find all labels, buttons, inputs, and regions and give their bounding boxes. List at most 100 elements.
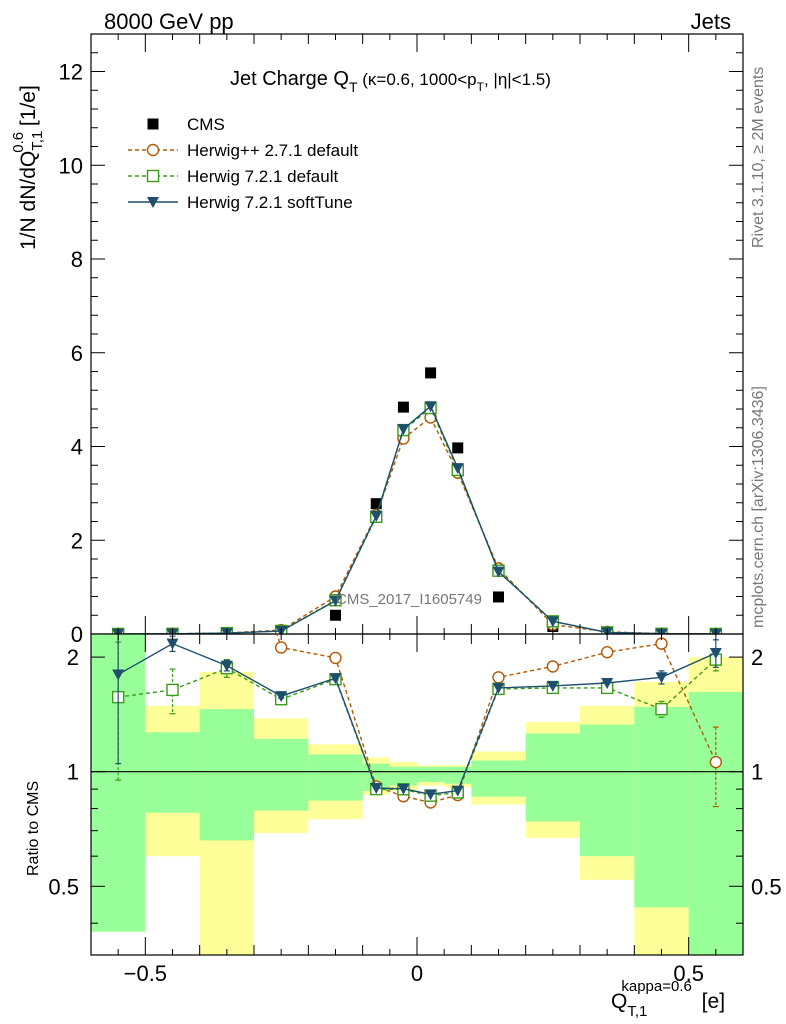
y-tick-label: 8 xyxy=(71,247,83,272)
y-tick-label: 6 xyxy=(71,341,83,366)
data-point xyxy=(425,367,437,379)
x-axis-label-b: [e] xyxy=(696,990,725,1013)
data-point xyxy=(370,498,382,510)
data-point xyxy=(329,595,342,607)
legend-entry-2: Herwig 7.2.1 default xyxy=(128,167,338,186)
ratio-series-3 xyxy=(112,634,722,801)
ratio-tick-label-right: 1 xyxy=(751,760,763,785)
mcplots-reference-label: mcplots.cern.ch [arXiv:1306.3436] xyxy=(750,386,767,628)
data-point xyxy=(452,442,464,454)
ratio-line xyxy=(117,642,717,796)
ratio-point xyxy=(166,638,179,650)
data-point xyxy=(451,463,464,475)
ratio-tick-label-left: 2 xyxy=(67,645,79,670)
data-point xyxy=(424,401,437,413)
stat-uncertainty-band xyxy=(145,732,200,813)
stat-uncertainty-band xyxy=(199,709,254,841)
ratio-plot-area: 0.5 0.5 1 1 2 2 xyxy=(48,633,782,956)
x-axis-label-sub: T,1 xyxy=(627,1003,647,1020)
ratio-series xyxy=(111,634,723,809)
ratio-point xyxy=(546,680,559,692)
ratio-point xyxy=(655,702,668,716)
legend-label: Herwig 7.2.1 default xyxy=(187,167,338,186)
ratio-point xyxy=(329,673,342,685)
title-rest-a: (κ=0.6, 1000<p xyxy=(358,70,477,89)
ratio-point xyxy=(600,646,614,659)
y-axis-label-sup: 0.6 xyxy=(10,132,27,153)
ratio-point xyxy=(655,672,668,684)
y-axis-label-sub: T,1 xyxy=(29,131,46,151)
series-line xyxy=(118,405,716,634)
x-tick-label: 0.5 xyxy=(673,961,704,986)
data-point xyxy=(330,609,341,621)
ratio-tick-label-right: 0.5 xyxy=(751,874,782,899)
stat-uncertainty-band xyxy=(580,724,635,857)
legend-entry-0: CMS xyxy=(147,115,225,134)
stat-uncertainty-band xyxy=(634,706,689,908)
x-tick-label: −0.5 xyxy=(124,961,167,986)
ratio-point xyxy=(166,683,179,697)
legend-marker xyxy=(146,169,160,183)
uncertainty-bands xyxy=(91,634,743,955)
ratio-point xyxy=(112,669,125,681)
rivet-version-label: Rivet 3.1.10, ≥ 2M events xyxy=(750,67,767,248)
ratio-tick-label-left: 1 xyxy=(67,760,79,785)
main-y-ticks xyxy=(91,33,743,635)
stat-uncertainty-band xyxy=(688,691,743,955)
ratio-point xyxy=(370,783,383,795)
plot-title: Jet Charge QT (κ=0.6, 1000<pT, |η|<1.5) xyxy=(230,68,551,95)
legend-marker xyxy=(147,118,159,130)
main-plot-area: 0 2 4 6 8 10 12 xyxy=(59,33,744,647)
ratio-point xyxy=(329,651,342,665)
legend-marker xyxy=(146,143,160,157)
y-axis-label-b: [1/e] xyxy=(17,85,40,132)
ratio-point xyxy=(424,789,437,801)
legend-label: Herwig++ 2.7.1 default xyxy=(187,141,358,160)
title-main: Jet Charge Q xyxy=(230,68,349,90)
stat-uncertainty-band xyxy=(254,738,309,811)
y-tick-label: 10 xyxy=(59,153,83,178)
data-point xyxy=(370,510,383,522)
header-energy-label: 8000 GeV pp xyxy=(104,9,234,34)
title-sub: T xyxy=(349,79,358,95)
y-tick-label: 2 xyxy=(71,528,83,553)
y-tick-label: 0 xyxy=(71,622,83,647)
ratio-point xyxy=(709,648,722,660)
y-axis-label-a: 1/N dN/dQ xyxy=(17,151,40,250)
ratio-point xyxy=(220,660,233,672)
legend-marker xyxy=(147,197,159,208)
stat-uncertainty-band xyxy=(417,766,445,782)
y-axis-label: 1/N dN/dQT,10.6 [1/e] xyxy=(10,85,46,250)
ratio-point xyxy=(546,660,560,673)
analysis-watermark: CMS_2017_I1605749 xyxy=(336,591,482,608)
ratio-point xyxy=(601,678,614,690)
y-tick-label: 4 xyxy=(71,435,83,460)
ratio-tick-label-right: 2 xyxy=(751,645,763,670)
x-axis-label: QT,1 kappa=0.6 [e] xyxy=(611,978,725,1020)
stat-uncertainty-band xyxy=(389,766,417,786)
legend-label: CMS xyxy=(187,115,225,134)
ratio-point xyxy=(275,691,288,703)
stat-uncertainty-band xyxy=(444,766,472,784)
data-point xyxy=(397,424,410,436)
ratio-y-axis-label: Ratio to CMS xyxy=(25,781,42,876)
ratio-y-ticks xyxy=(91,656,743,924)
y-tick-label: 12 xyxy=(59,60,83,85)
ratio-point xyxy=(397,783,410,795)
x-tick-label: 0 xyxy=(411,961,423,986)
title-rest-sub: T xyxy=(477,80,485,94)
legend: CMS Herwig++ 2.7.1 default Herwig 7.2.1 de… xyxy=(128,115,358,212)
ratio-point xyxy=(492,671,505,684)
stat-uncertainty-band xyxy=(525,733,580,822)
ratio-line xyxy=(276,634,717,804)
header-jets-label: Jets xyxy=(691,9,731,34)
data-point xyxy=(492,566,505,578)
x-axis-label-a: Q xyxy=(611,990,627,1013)
stat-uncertainty-band xyxy=(471,760,526,797)
legend-entry-1: Herwig++ 2.7.1 default xyxy=(128,141,358,160)
legend-entry-3: Herwig 7.2.1 softTune xyxy=(128,193,353,212)
ratio-line xyxy=(118,659,717,797)
ratio-tick-label-left: 0.5 xyxy=(48,874,79,899)
ratio-point xyxy=(492,682,505,694)
